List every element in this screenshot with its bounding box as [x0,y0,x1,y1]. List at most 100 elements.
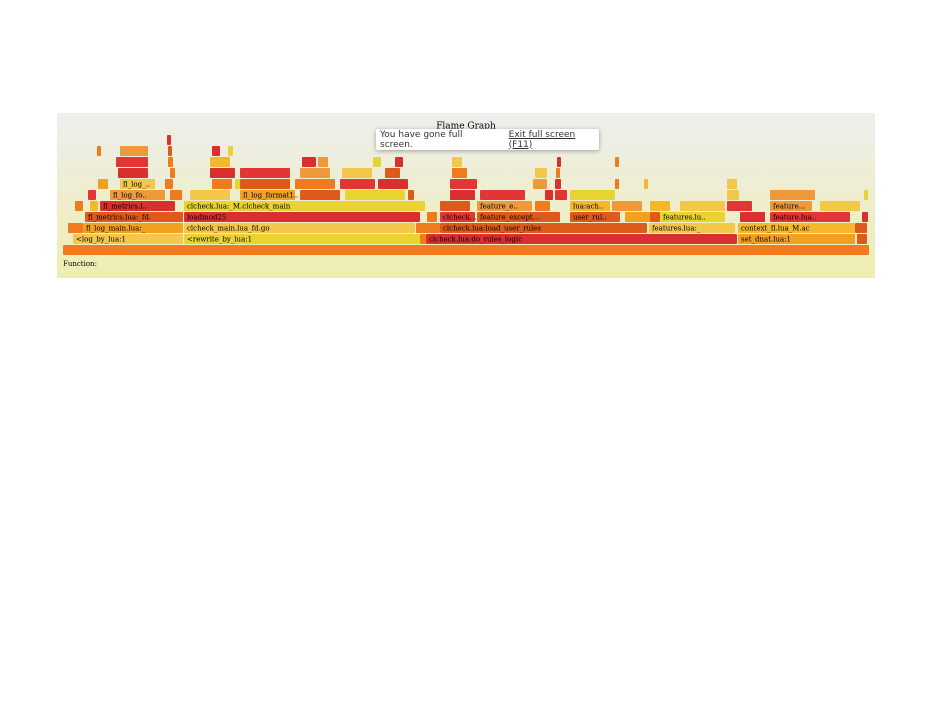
frame [570,201,610,211]
frame [300,190,340,200]
frame [480,190,525,200]
frame [440,201,470,211]
frame-label: clcheck... [443,214,477,222]
frame [68,223,83,233]
frame [167,135,171,145]
frame-label: user_rul.. [573,214,607,222]
frame [97,146,101,156]
frame [855,223,867,233]
frame-label: features.lu.. [663,214,706,222]
frame [240,179,290,189]
frame-label: fl_metrics.lua:_fd. [88,214,151,222]
frame-label: clcheck.lua:load_user_rules [443,225,541,233]
frame [570,212,620,222]
frame [770,190,815,200]
frame [168,157,173,167]
frame-label: lua:ach.. [573,203,603,211]
notice-message: You have gone full screen. [380,129,463,150]
frame [165,179,173,189]
frame [738,223,855,233]
frame [770,212,850,222]
frame [556,168,560,178]
frame [864,190,868,200]
frame [770,201,812,211]
frame [345,190,405,200]
frame [612,201,642,211]
frame [168,146,172,156]
frame [477,201,532,211]
frame [738,234,855,244]
frame [116,157,148,167]
graph-title: Flame Graph [436,122,496,132]
frame [477,212,560,222]
frame [533,179,547,189]
frame [98,179,108,189]
frame [440,212,475,222]
frame [660,212,725,222]
frame-label: fl_log_fo.. [113,192,147,200]
frame [235,179,240,189]
frame [557,157,561,167]
frame [727,201,752,211]
frame [295,179,335,189]
frames: <log_by_lua:1 <rewrite_by_lua:1 clcheck.lu… [63,135,869,255]
frame [644,179,648,189]
frame [90,201,98,211]
frame [385,168,400,178]
frame [408,190,414,200]
frame [857,234,867,244]
frame [727,190,739,200]
exit-fullscreen[interactable]: Exit full screen (F11) [508,129,576,150]
frame [110,190,165,200]
frame [88,190,96,200]
frame [426,234,737,244]
frame-label: clcheck.lua:_M.clcheck_main [187,203,291,211]
frame-label: <rewrite_by_lua:1 [187,236,252,244]
frame [535,201,550,211]
frame [340,179,375,189]
frame [85,212,183,222]
frame [650,212,660,222]
frame [427,212,437,222]
frame [212,146,220,156]
frame [378,179,408,189]
frame [727,179,737,189]
frame [545,190,553,200]
frame [73,234,183,244]
frame [240,168,290,178]
frame [228,146,233,156]
frame [650,201,670,211]
frame [184,223,415,233]
frame [170,190,182,200]
frame-label: clcheck_main.lua_fd.go [187,225,270,233]
frame [535,168,547,178]
frame [318,157,328,167]
frame-label: fl_metrics.l.. [103,203,147,211]
frame [740,212,765,222]
frame-label: fl_log_format1.. [243,192,298,200]
frame [83,223,183,233]
frame [450,190,475,200]
frame-label: clcheck.lua:do_rules_logic [429,236,522,244]
frame [450,179,477,189]
frame [240,190,295,200]
frame [118,168,148,178]
fullscreen-notice: You have gone full screen. Exit full scr… [376,129,599,150]
frame [184,234,420,244]
frame [120,179,155,189]
frame [615,157,619,167]
frame [184,201,425,211]
frame [625,212,655,222]
frame [452,168,467,178]
frame [190,190,230,200]
frame [440,223,647,233]
frame [302,157,316,167]
frame [120,146,148,156]
frame-label: set_dnat.lua:1 [741,236,791,244]
frame [862,212,868,222]
frame [680,201,725,211]
frame-label: context_fl.lua_M.ac [741,225,810,233]
frame [184,212,420,222]
